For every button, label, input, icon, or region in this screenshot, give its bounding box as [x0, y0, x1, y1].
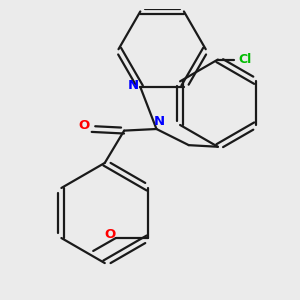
Text: O: O [78, 119, 89, 132]
Text: O: O [104, 228, 116, 241]
Text: Cl: Cl [239, 53, 252, 66]
Text: N: N [154, 116, 165, 128]
Text: N: N [128, 79, 139, 92]
